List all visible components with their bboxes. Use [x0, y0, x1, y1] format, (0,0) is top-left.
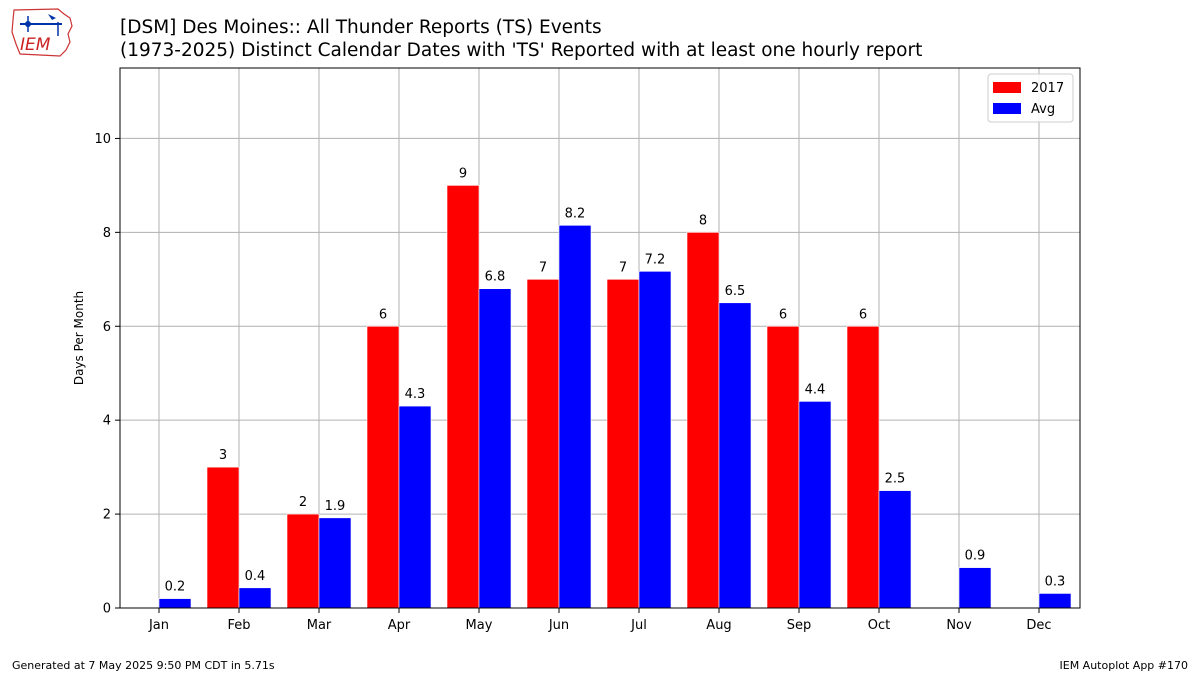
- x-tick-label: Mar: [307, 618, 332, 633]
- bar-2017-Jul: [606, 279, 640, 609]
- bar-Avg-Mar: [318, 517, 352, 609]
- bar-Avg-May: [478, 288, 512, 609]
- x-tick-label: Dec: [1026, 618, 1051, 633]
- x-tick-label: Jun: [548, 618, 569, 633]
- y-tick-label: 6: [103, 320, 111, 335]
- data-labels: 3 2 6 9 7 7 8 6 6 0.2 0.4 1.9 4.3 6.8 8.2 7.2 6.5 4.4 2.5 0…: [165, 166, 1066, 594]
- y-tick-label: 4: [103, 414, 111, 429]
- bar-Avg-Jan: [158, 598, 192, 609]
- bar-Avg-Feb: [238, 587, 272, 609]
- data-label: 0.3: [1045, 574, 1066, 589]
- bar-2017-Jun: [526, 279, 560, 609]
- bar-2017-May: [446, 185, 480, 609]
- bar-Avg-Jul: [638, 271, 672, 609]
- plot-frame: [119, 67, 1081, 609]
- y-axis-label: Days Per Month: [72, 291, 86, 385]
- bar-2017-Feb: [206, 466, 240, 609]
- data-label: 0.4: [245, 569, 266, 584]
- bar-2017-Apr: [366, 325, 400, 609]
- legend: 2017 Avg: [987, 73, 1074, 123]
- y-tick-label: 8: [103, 226, 111, 241]
- iem-logo: IEM: [11, 8, 73, 57]
- legend-swatch-Avg: [993, 103, 1021, 114]
- data-label: 6: [859, 307, 867, 322]
- data-label: 8: [699, 213, 707, 228]
- chart-subtitle: (1973-2025) Distinct Calendar Dates with…: [120, 40, 923, 61]
- bar-Avg-Nov: [958, 567, 992, 609]
- bar-2017-Aug: [686, 232, 720, 609]
- bar-Avg-Aug: [718, 302, 752, 609]
- x-tick-label: Sep: [787, 618, 812, 633]
- logo-text: IEM: [20, 35, 51, 55]
- y-tick-label: 2: [103, 508, 111, 523]
- data-label: 4.4: [805, 382, 826, 397]
- data-label: 6.8: [485, 270, 506, 285]
- data-label: 2: [299, 495, 307, 510]
- bar-Avg-Sep: [798, 401, 832, 609]
- bar-2017-Mar: [286, 513, 320, 609]
- data-label: 1.9: [325, 499, 346, 514]
- data-label: 7: [539, 260, 547, 275]
- y-tick-label: 0: [103, 602, 111, 617]
- data-label: 6.5: [725, 284, 746, 299]
- bar-2017-Sep: [766, 325, 800, 609]
- data-label: 4.3: [405, 387, 426, 402]
- data-label: 3: [219, 448, 227, 463]
- bar-Avg-Jun: [558, 225, 592, 609]
- generated-timestamp: Generated at 7 May 2025 9:50 PM CDT in 5…: [12, 659, 275, 672]
- legend-label: Avg: [1031, 102, 1055, 117]
- x-tick-label: May: [466, 618, 493, 633]
- data-label: 0.2: [165, 580, 186, 595]
- x-tick-label: Jan: [148, 618, 169, 633]
- x-tick-label: Aug: [706, 618, 731, 633]
- data-label: 2.5: [885, 472, 906, 487]
- bars: [158, 185, 1072, 609]
- legend-swatch-2017: [993, 82, 1021, 93]
- x-tick-label: Apr: [388, 618, 411, 633]
- chart-title: [DSM] Des Moines:: All Thunder Reports (…: [120, 17, 602, 38]
- bar-Avg-Dec: [1038, 593, 1072, 609]
- bar-Avg-Apr: [398, 405, 432, 609]
- data-label: 7: [619, 260, 627, 275]
- x-tick-label: Jul: [630, 618, 647, 633]
- data-label: 6: [779, 307, 787, 322]
- x-tick-label: Feb: [227, 618, 250, 633]
- grid-lines: [120, 68, 1080, 609]
- data-label: 8.2: [565, 206, 586, 221]
- y-tick-label: 10: [94, 132, 111, 147]
- data-label: 6: [379, 307, 387, 322]
- bar-2017-Oct: [846, 325, 880, 609]
- data-label: 0.9: [965, 549, 986, 564]
- data-label: 9: [459, 166, 467, 181]
- x-tick-label: Oct: [868, 618, 890, 633]
- app-label: IEM Autoplot App #170: [1059, 659, 1189, 672]
- axes: Jan Feb Mar Apr May Jun Jul Aug Sep Oct Nov Dec 0 2 4 6…: [94, 132, 1051, 633]
- data-label: 7.2: [645, 252, 666, 267]
- x-tick-label: Nov: [946, 618, 972, 633]
- legend-label: 2017: [1031, 81, 1064, 96]
- bar-Avg-Oct: [878, 490, 912, 609]
